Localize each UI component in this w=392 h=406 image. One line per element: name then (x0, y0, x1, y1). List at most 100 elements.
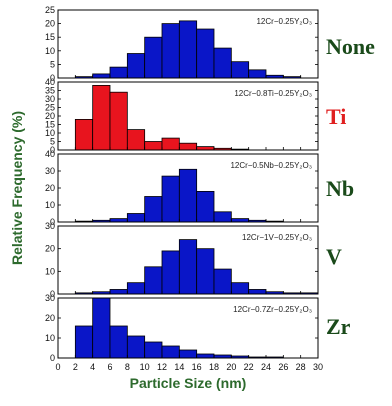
bar (196, 353, 215, 359)
panel-side-label: V (326, 244, 342, 269)
y-tick-label: 0 (50, 289, 55, 299)
bar (161, 345, 180, 359)
panel-0: 0 5 10 15 20 25 12Cr−0.25Y₂O₃ None (45, 5, 375, 83)
bar (144, 341, 163, 359)
y-tick-label: 0 (50, 217, 55, 227)
bar (92, 297, 111, 359)
x-tick-label: 24 (261, 362, 271, 372)
bar (109, 218, 128, 223)
panel-side-label: None (326, 34, 375, 59)
bar (126, 282, 146, 295)
x-tick-label: 20 (226, 362, 236, 372)
panel-composition-label: 12Cr−0.8Ti−0.25Y₂O₃ (234, 89, 312, 98)
bar (109, 289, 128, 295)
x-tick-label: 30 (313, 362, 323, 372)
y-tick-label: 10 (45, 200, 55, 210)
x-tick-label: 14 (174, 362, 184, 372)
y-tick-label: 40 (45, 77, 55, 87)
x-tick-label: 10 (140, 362, 150, 372)
bar (248, 69, 267, 79)
y-tick-label: 10 (45, 128, 55, 138)
x-tick-label: 4 (90, 362, 95, 372)
bar (126, 129, 146, 151)
x-tick-label: 18 (209, 362, 219, 372)
bar (161, 175, 180, 223)
bar (92, 73, 111, 79)
x-tick-label: 8 (125, 362, 130, 372)
y-tick-label: 35 (45, 86, 55, 96)
y-tick-label: 30 (45, 94, 55, 104)
bar (213, 211, 232, 223)
panel-composition-label: 12Cr−0.25Y₂O₃ (256, 17, 312, 26)
x-tick-label: 0 (55, 362, 60, 372)
bar (178, 20, 198, 79)
bar (196, 146, 215, 151)
y-tick-label: 20 (45, 313, 55, 323)
panel-4: 0 10 20 30 12Cr−0.7Zr−0.25Y₂O₃ Zr (45, 293, 351, 363)
bar (144, 266, 163, 295)
x-tick-label: 12 (157, 362, 167, 372)
y-tick-label: 0 (50, 145, 55, 155)
y-tick-label: 5 (50, 59, 55, 69)
bar (230, 218, 250, 223)
bar (92, 85, 111, 151)
panel-composition-label: 12Cr−0.7Zr−0.25Y₂O₃ (233, 305, 312, 314)
panel-side-label: Zr (326, 314, 351, 339)
y-tick-label: 25 (45, 103, 55, 113)
panel-frame (57, 297, 319, 359)
panel-3: 0 10 20 30 12Cr−1V−0.25Y₂O₃ V (45, 221, 342, 299)
y-tick-label: 0 (50, 353, 55, 363)
bar (178, 239, 198, 295)
bar (161, 250, 180, 295)
bar (109, 325, 128, 359)
bar (230, 61, 250, 79)
y-tick-label: 20 (45, 19, 55, 29)
y-tick-label: 30 (45, 166, 55, 176)
y-tick-label: 10 (45, 333, 55, 343)
bar (161, 137, 180, 151)
y-tick-label: 15 (45, 120, 55, 130)
y-tick-label: 25 (45, 5, 55, 15)
bar (196, 28, 215, 79)
x-tick-label: 28 (296, 362, 306, 372)
y-tick-label: 20 (45, 111, 55, 121)
bar (74, 325, 94, 359)
panel-side-label: Ti (326, 104, 346, 129)
x-tick-label: 16 (192, 362, 202, 372)
bar (178, 142, 198, 151)
y-tick-label: 0 (50, 73, 55, 83)
bar (126, 213, 146, 223)
y-tick-label: 20 (45, 183, 55, 193)
y-tick-label: 30 (45, 221, 55, 231)
y-tick-label: 10 (45, 266, 55, 276)
bar (196, 190, 215, 223)
bar (126, 53, 146, 79)
y-tick-label: 40 (45, 149, 55, 159)
y-tick-label: 15 (45, 32, 55, 42)
bar (144, 141, 163, 151)
panel-composition-label: 12Cr−1V−0.25Y₂O₃ (242, 233, 312, 242)
bar (126, 335, 146, 359)
x-tick-label: 6 (107, 362, 112, 372)
bar (230, 282, 250, 295)
panel-side-label: Nb (326, 176, 354, 201)
x-tick-label: 2 (73, 362, 78, 372)
bar (109, 91, 128, 151)
bar (178, 349, 198, 359)
bar (248, 289, 267, 295)
bar (144, 36, 163, 79)
x-tick-label: 26 (278, 362, 288, 372)
y-axis-title: Relative Frequency (%) (9, 111, 25, 265)
panels-group: 051015202512Cr−0.25Y₂O₃None0510152025303… (45, 5, 375, 372)
bar (161, 23, 180, 79)
x-tick-label: 22 (244, 362, 254, 372)
panel-frame (57, 225, 319, 295)
y-tick-label: 5 (50, 137, 55, 147)
bar (178, 168, 198, 223)
y-tick-label: 20 (45, 244, 55, 254)
bar (213, 47, 232, 79)
panel-composition-label: 12Cr−0.5Nb−0.25Y₂O₃ (230, 161, 312, 170)
x-axis-title: Particle Size (nm) (130, 375, 247, 391)
